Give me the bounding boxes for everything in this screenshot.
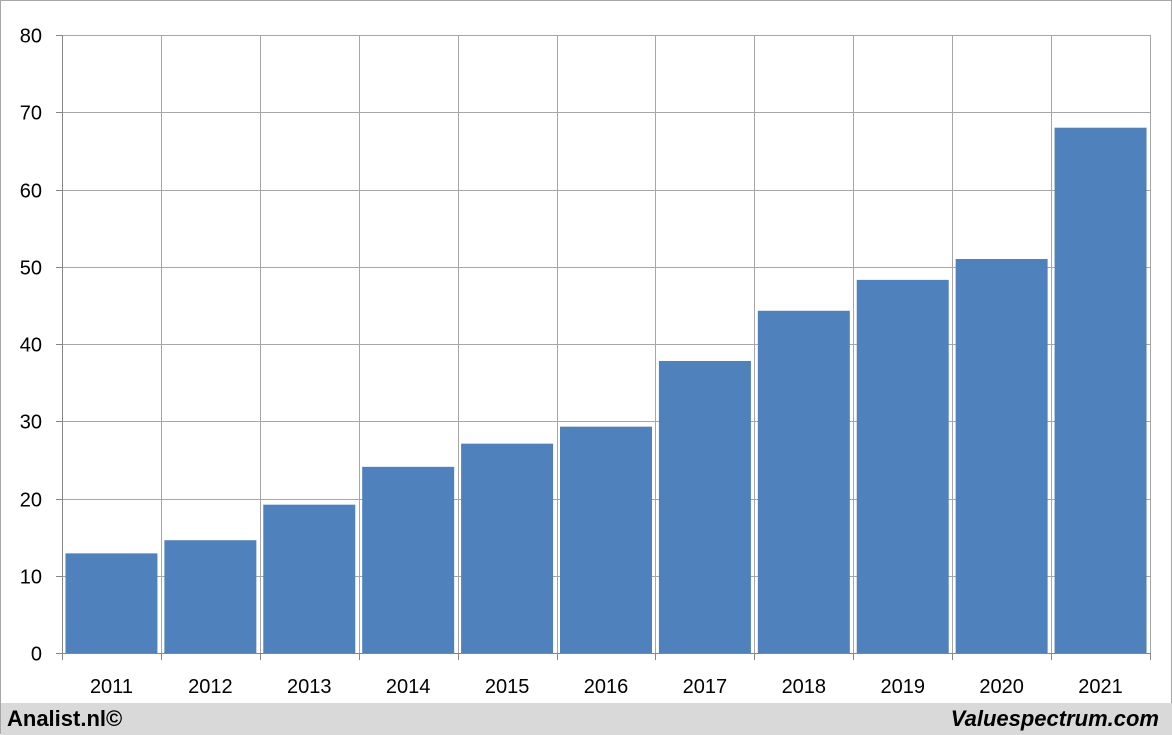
- y-tick-label: 80: [20, 26, 42, 48]
- x-tick-label: 2018: [782, 676, 827, 698]
- x-tick-label: 2011: [90, 676, 133, 698]
- x-tick-label: 2013: [287, 676, 332, 698]
- bar-2015: [461, 443, 554, 653]
- bar-2014: [362, 466, 455, 653]
- x-tick-label: 2015: [485, 676, 530, 698]
- y-tick-label: 30: [20, 412, 42, 434]
- bar-2011: [65, 553, 158, 653]
- bar-2017: [658, 361, 751, 653]
- y-tick-label: 10: [20, 567, 42, 589]
- y-tick-label: 40: [20, 335, 42, 357]
- axes: [56, 35, 1151, 660]
- bar-2013: [263, 504, 356, 653]
- gridlines: [62, 35, 1151, 653]
- footer-site-label: Valuespectrum.com: [950, 706, 1159, 731]
- x-tick-label: 2012: [188, 676, 233, 698]
- bar-2019: [856, 279, 949, 653]
- y-tick-label: 50: [20, 258, 42, 280]
- bar-2012: [164, 540, 257, 653]
- x-tick-labels: 2011 2012 2013 2014 2015 2016 2017 2018 2019 2020…: [90, 676, 1123, 698]
- footer-source-label: Analist.nl©: [7, 706, 123, 731]
- x-tick-label: 2021: [1078, 676, 1123, 698]
- x-tick-label: 2014: [386, 676, 431, 698]
- footer-bar: Analist.nl© Valuespectrum.com: [1, 703, 1172, 735]
- bar-2020: [955, 259, 1048, 653]
- y-tick-label: 20: [20, 490, 42, 512]
- y-tick-label: 0: [31, 644, 42, 666]
- x-tick-label: 2016: [584, 676, 629, 698]
- y-tick-labels: 0 10 20 30 40 50 60 70 80: [20, 26, 42, 666]
- x-tick-label: 2019: [880, 676, 925, 698]
- bar-2021: [1054, 127, 1147, 653]
- bar-2018: [757, 310, 850, 653]
- y-tick-label: 60: [20, 181, 42, 203]
- x-tick-label: 2020: [979, 676, 1024, 698]
- y-tick-label: 70: [20, 103, 42, 125]
- bar-2016: [560, 426, 652, 653]
- bars: [65, 127, 1147, 653]
- x-tick-label: 2017: [683, 676, 728, 698]
